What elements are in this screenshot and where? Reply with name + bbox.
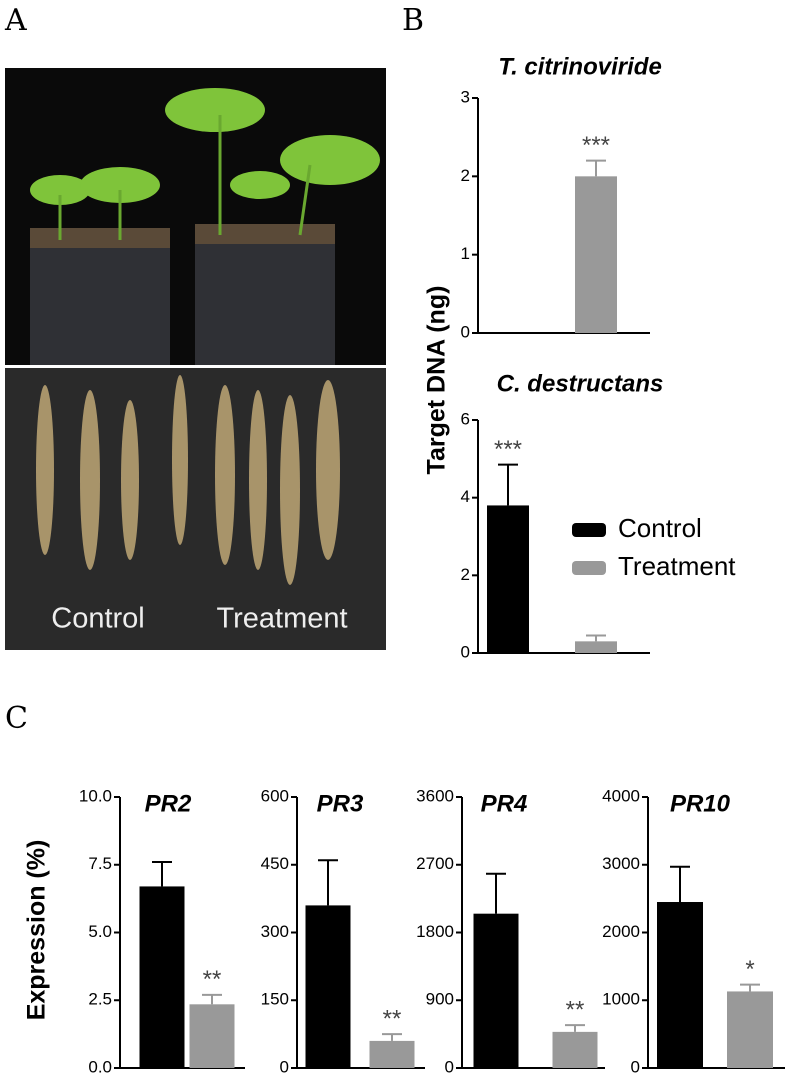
legend-label: Treatment <box>618 551 736 581</box>
chart-title: C. destructans <box>497 370 664 397</box>
y-tick-label: 2.5 <box>88 990 112 1009</box>
chart-title: PR4 <box>481 790 528 817</box>
y-tick-label: 5.0 <box>88 922 112 941</box>
y-tick-label: 2000 <box>602 922 640 941</box>
y-tick-label: 1800 <box>416 922 454 941</box>
y-tick-label: 7.5 <box>88 854 112 873</box>
y-tick-label: 3600 <box>416 786 454 805</box>
y-tick-label: 0 <box>631 1057 640 1076</box>
y-tick-label: 1000 <box>602 990 640 1009</box>
significance: ** <box>203 966 222 993</box>
bar <box>575 176 617 333</box>
chart-title: PR10 <box>670 790 731 817</box>
bar <box>189 1004 235 1068</box>
significance: * <box>745 956 754 983</box>
bar <box>487 505 529 653</box>
y-tick-label: 4000 <box>602 786 640 805</box>
y-tick-label: 900 <box>426 990 454 1009</box>
chart-title: T. citrinoviride <box>498 53 662 80</box>
bar <box>657 902 703 1068</box>
photo: Control Treatment <box>5 68 386 650</box>
y-tick-label: 2 <box>461 166 470 185</box>
significance: *** <box>494 436 522 463</box>
y-tick-label: 0.0 <box>88 1057 112 1076</box>
panel-label: C <box>5 701 28 736</box>
photo-label: Treatment <box>216 603 347 635</box>
y-tick-label: 150 <box>261 990 289 1009</box>
bar <box>727 991 773 1068</box>
bar <box>473 913 519 1068</box>
y-axis-label: Target DNA (ng) <box>423 286 451 475</box>
chart-title: PR2 <box>145 790 192 817</box>
y-tick-label: 4 <box>461 487 470 506</box>
bar <box>139 886 185 1068</box>
chart-title: PR3 <box>317 790 364 817</box>
y-tick-label: 0 <box>461 322 470 341</box>
significance: *** <box>582 132 610 159</box>
y-tick-label: 2700 <box>416 854 454 873</box>
bar <box>552 1031 598 1068</box>
significance: ** <box>383 1005 402 1032</box>
y-tick-label: 0 <box>280 1057 289 1076</box>
bar <box>575 641 617 653</box>
y-tick-label: 600 <box>261 786 289 805</box>
bar <box>305 905 351 1068</box>
significance: ** <box>566 996 585 1023</box>
y-tick-label: 3 <box>461 87 470 106</box>
photo-label: Control <box>51 603 145 635</box>
y-tick-label: 10.0 <box>79 786 112 805</box>
bar <box>369 1040 415 1068</box>
y-tick-label: 0 <box>461 642 470 661</box>
y-axis-label: Expression (%) <box>23 840 51 1021</box>
y-tick-label: 300 <box>261 922 289 941</box>
y-tick-label: 6 <box>461 409 470 428</box>
y-tick-label: 450 <box>261 854 289 873</box>
y-tick-label: 3000 <box>602 854 640 873</box>
y-tick-label: 2 <box>461 565 470 584</box>
y-tick-label: 1 <box>461 244 470 263</box>
legend-swatch <box>572 523 606 537</box>
panel-label: A <box>4 3 27 38</box>
legend-swatch <box>572 561 606 575</box>
legend-label: Control <box>618 513 702 543</box>
panel-label: B <box>402 3 424 38</box>
y-tick-label: 0 <box>445 1057 454 1076</box>
